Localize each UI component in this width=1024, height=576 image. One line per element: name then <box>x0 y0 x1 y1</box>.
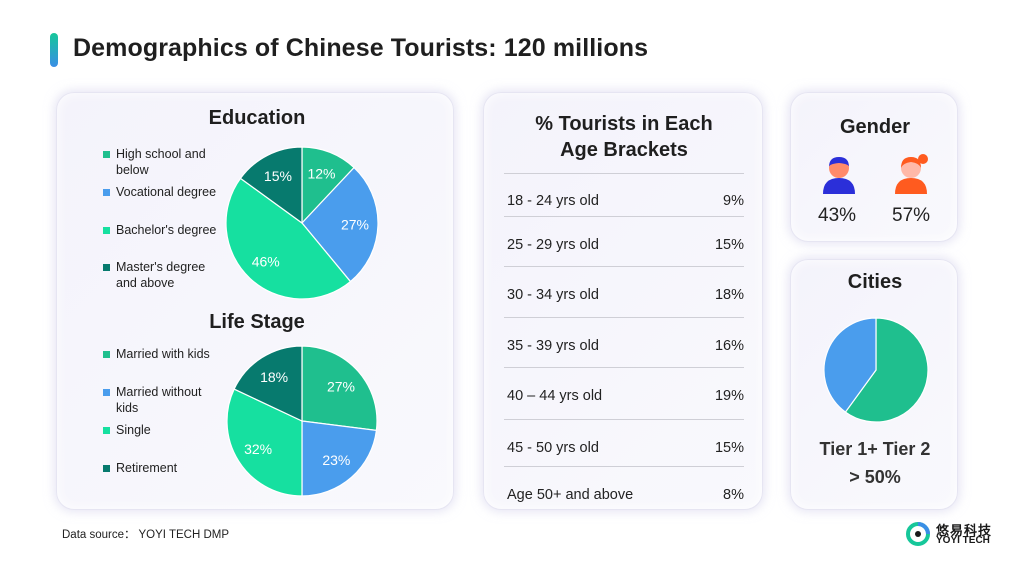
age-title-line1: % Tourists in Each <box>535 113 713 135</box>
age-row: 45 - 50 yrs old 15% <box>504 419 744 468</box>
legend-label: Bachelor's degree <box>116 223 217 237</box>
pie-slice <box>301 420 378 497</box>
age-row: Age 50+ and above 8% <box>504 466 744 515</box>
legend-swatch <box>103 351 110 358</box>
age-brackets-title: % Tourists in Each Age Brackets <box>484 111 764 163</box>
legend-swatch <box>103 465 110 472</box>
pie-slice <box>844 317 929 423</box>
legend-label: High school and below <box>116 147 206 177</box>
age-row-label: 30 - 34 yrs old <box>507 287 599 303</box>
education-title: Education <box>208 107 306 129</box>
pie-data-label: 27% <box>327 379 355 395</box>
legend-swatch <box>103 389 110 396</box>
legend-swatch <box>103 189 110 196</box>
legend-swatch <box>103 227 110 234</box>
education-pie-chart: 12% 27% 46% 15% <box>225 146 379 300</box>
age-row-label: Age 50+ and above <box>507 487 634 503</box>
logo-chinese-text: 悠易科技 <box>936 523 993 538</box>
legend-label: Vocational degree <box>116 185 217 199</box>
age-title-line2: Age Brackets <box>560 139 688 161</box>
yoyi-tech-logo: 悠易科技 YOYI TECH <box>906 520 996 548</box>
age-brackets-card: % Tourists in Each Age Brackets 18 - 24 … <box>483 92 763 510</box>
pie-data-label: 18% <box>260 369 288 385</box>
pie-data-label: 27% <box>341 217 369 233</box>
age-row: 35 - 39 yrs old 16% <box>504 317 744 366</box>
legend-swatch <box>103 264 110 271</box>
logo-english-text: YOYI TECH <box>936 535 990 546</box>
pie-data-label: 46% <box>252 254 280 270</box>
pie-data-label: 12% <box>307 166 335 182</box>
pie-data-label: 23% <box>322 452 350 468</box>
age-row-value: 19% <box>714 388 744 404</box>
male-person-icon <box>823 157 855 194</box>
data-source-note: Data source： YOYI TECH DMP <box>62 529 230 541</box>
education-legend: High school and below Vocational degree … <box>103 147 233 297</box>
age-row-label: 35 - 39 yrs old <box>507 338 599 354</box>
legend-label: Single <box>116 423 151 437</box>
pie-data-label: 32% <box>244 441 272 457</box>
cities-title: Cities <box>847 271 903 293</box>
age-row-label: 18 - 24 yrs old <box>507 193 599 209</box>
gender-title: Gender <box>839 116 911 138</box>
cities-pie-chart <box>823 317 929 423</box>
cities-caption-line1: Tier 1+ Tier 2 <box>819 439 931 459</box>
female-percentage: 57% <box>892 205 931 226</box>
age-row-value: 15% <box>714 237 744 253</box>
pie-slice <box>823 317 877 413</box>
pie-slice <box>225 177 352 300</box>
pie-slice <box>226 388 303 497</box>
age-row: 25 - 29 yrs old 15% <box>504 216 744 265</box>
life-stage-pie-chart: 27% 23% 32% 18% <box>226 345 378 497</box>
pie-slice <box>239 146 303 225</box>
female-person-icon <box>895 154 928 194</box>
page-title: Demographics of Chinese Tourists: 120 mi… <box>73 34 649 62</box>
age-row-label: 45 - 50 yrs old <box>507 440 599 456</box>
age-row-value: 8% <box>723 487 744 503</box>
pie-data-label: 15% <box>264 168 292 184</box>
pie-slice <box>301 345 378 432</box>
age-row-value: 18% <box>714 287 744 303</box>
male-percentage: 43% <box>818 205 857 226</box>
age-row: 40 – 44 yrs old 19% <box>504 367 744 416</box>
education-lifestage-card: Education High school and below Vocation… <box>56 92 454 510</box>
age-row-value: 16% <box>714 338 744 354</box>
legend-label: Retirement <box>116 461 178 475</box>
pie-slice <box>233 345 303 422</box>
title-accent-bar <box>50 33 58 67</box>
age-row: 30 - 34 yrs old 18% <box>504 266 744 315</box>
legend-label: Master's degree and above <box>116 260 206 290</box>
legend-swatch <box>103 151 110 158</box>
age-row-label: 40 – 44 yrs old <box>507 388 603 404</box>
age-row-value: 9% <box>723 193 744 209</box>
cities-card: Cities Tier 1+ Tier 2 > 50% <box>790 259 958 510</box>
pie-slice <box>301 166 379 283</box>
cities-caption: Tier 1+ Tier 2 > 50% <box>791 435 959 491</box>
age-row: 18 - 24 yrs old 9% <box>504 173 744 222</box>
yoyi-logo-icon <box>906 522 930 546</box>
legend-label: Married without kids <box>116 385 202 415</box>
legend-swatch <box>103 427 110 434</box>
age-row-label: 25 - 29 yrs old <box>507 237 599 253</box>
life-stage-legend: Married with kids Married without kids S… <box>103 347 233 477</box>
cities-caption-line2: > 50% <box>849 467 901 487</box>
life-stage-title: Life Stage <box>209 311 305 333</box>
gender-card: Gender 43% 57% <box>790 92 958 242</box>
age-row-value: 15% <box>714 440 744 456</box>
legend-label: Married with kids <box>116 347 210 361</box>
